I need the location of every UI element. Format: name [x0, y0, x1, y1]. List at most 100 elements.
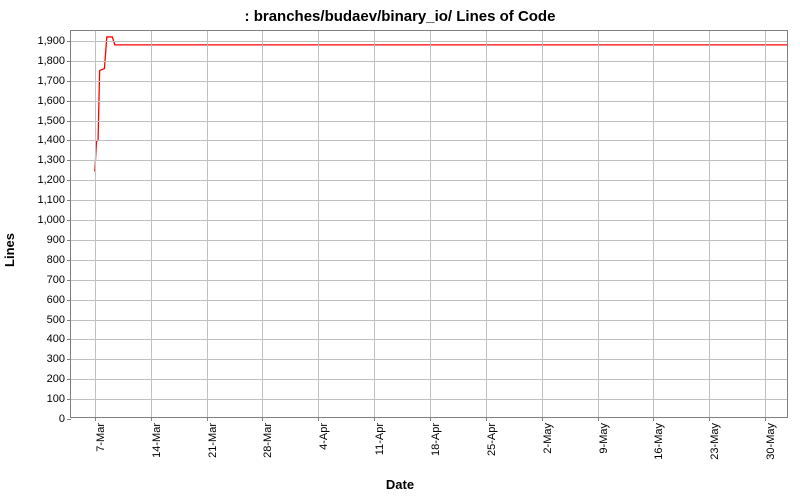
- grid-line-v: [430, 31, 431, 417]
- y-tick-label: 1,000: [37, 214, 65, 226]
- y-tick-mark: [67, 41, 71, 42]
- grid-line-h: [71, 41, 787, 42]
- grid-line-h: [71, 280, 787, 281]
- y-tick-label: 1,100: [37, 194, 65, 206]
- x-tick-mark: [542, 417, 543, 421]
- grid-line-v: [486, 31, 487, 417]
- chart-title-prefix: :: [245, 8, 254, 25]
- grid-line-h: [71, 121, 787, 122]
- y-tick-label: 200: [47, 373, 65, 385]
- y-tick-label: 1,500: [37, 115, 65, 127]
- y-tick-mark: [67, 260, 71, 261]
- y-tick-label: 500: [47, 314, 65, 326]
- grid-line-h: [71, 220, 787, 221]
- x-tick-mark: [374, 417, 375, 421]
- x-tick-label: 25-Apr: [486, 423, 498, 456]
- y-tick-label: 1,800: [37, 55, 65, 67]
- y-tick-mark: [67, 61, 71, 62]
- x-tick-label: 16-May: [653, 423, 665, 460]
- grid-line-v: [95, 31, 96, 417]
- grid-line-h: [71, 320, 787, 321]
- grid-line-v: [151, 31, 152, 417]
- y-tick-mark: [67, 399, 71, 400]
- plot-area: 01002003004005006007008009001,0001,1001,…: [70, 30, 788, 418]
- y-tick-mark: [67, 101, 71, 102]
- x-tick-mark: [598, 417, 599, 421]
- x-tick-mark: [709, 417, 710, 421]
- x-tick-mark: [653, 417, 654, 421]
- y-tick-label: 400: [47, 333, 65, 345]
- y-tick-label: 800: [47, 254, 65, 266]
- grid-line-h: [71, 339, 787, 340]
- x-tick-label: 9-May: [598, 423, 610, 454]
- x-tick-label: 7-Mar: [95, 423, 107, 452]
- grid-line-h: [71, 260, 787, 261]
- x-tick-mark: [151, 417, 152, 421]
- y-tick-mark: [67, 160, 71, 161]
- y-tick-mark: [67, 419, 71, 420]
- grid-line-h: [71, 101, 787, 102]
- y-tick-label: 0: [59, 413, 65, 425]
- y-tick-label: 1,600: [37, 95, 65, 107]
- x-tick-label: 21-Mar: [207, 423, 219, 458]
- y-tick-label: 1,700: [37, 75, 65, 87]
- x-tick-label: 2-May: [542, 423, 554, 454]
- x-tick-label: 28-Mar: [262, 423, 274, 458]
- grid-line-v: [598, 31, 599, 417]
- chart-container: : branches/budaev/binary_io/ Lines of Co…: [0, 0, 800, 500]
- chart-title-text: branches/budaev/binary_io/ Lines of Code: [254, 8, 556, 25]
- x-tick-label: 23-May: [709, 423, 721, 460]
- x-tick-mark: [95, 417, 96, 421]
- grid-line-h: [71, 399, 787, 400]
- grid-line-h: [71, 140, 787, 141]
- y-tick-mark: [67, 240, 71, 241]
- grid-line-h: [71, 300, 787, 301]
- grid-line-v: [318, 31, 319, 417]
- x-tick-label: 30-May: [765, 423, 777, 460]
- y-tick-mark: [67, 359, 71, 360]
- x-tick-mark: [207, 417, 208, 421]
- x-tick-mark: [486, 417, 487, 421]
- series-line: [95, 37, 787, 172]
- grid-line-h: [71, 61, 787, 62]
- y-tick-mark: [67, 180, 71, 181]
- y-tick-mark: [67, 220, 71, 221]
- grid-line-v: [542, 31, 543, 417]
- x-tick-mark: [430, 417, 431, 421]
- x-tick-mark: [318, 417, 319, 421]
- x-tick-label: 18-Apr: [430, 423, 442, 456]
- y-tick-mark: [67, 379, 71, 380]
- y-tick-label: 1,300: [37, 154, 65, 166]
- grid-line-v: [374, 31, 375, 417]
- grid-line-h: [71, 240, 787, 241]
- grid-line-h: [71, 200, 787, 201]
- chart-title: : branches/budaev/binary_io/ Lines of Co…: [0, 8, 800, 25]
- y-tick-mark: [67, 320, 71, 321]
- x-tick-mark: [262, 417, 263, 421]
- y-tick-mark: [67, 280, 71, 281]
- y-axis-label: Lines: [2, 233, 17, 267]
- y-tick-label: 100: [47, 393, 65, 405]
- y-tick-mark: [67, 300, 71, 301]
- grid-line-h: [71, 81, 787, 82]
- y-tick-label: 1,200: [37, 174, 65, 186]
- y-tick-label: 1,400: [37, 134, 65, 146]
- x-tick-mark: [765, 417, 766, 421]
- grid-line-h: [71, 160, 787, 161]
- x-tick-label: 14-Mar: [151, 423, 163, 458]
- y-tick-label: 900: [47, 234, 65, 246]
- y-tick-label: 1,900: [37, 35, 65, 47]
- grid-line-v: [765, 31, 766, 417]
- y-tick-label: 600: [47, 294, 65, 306]
- grid-line-v: [262, 31, 263, 417]
- x-axis-label: Date: [0, 477, 800, 492]
- x-tick-label: 4-Apr: [318, 423, 330, 450]
- grid-line-h: [71, 180, 787, 181]
- y-tick-mark: [67, 81, 71, 82]
- grid-line-v: [709, 31, 710, 417]
- grid-line-h: [71, 379, 787, 380]
- y-tick-label: 700: [47, 274, 65, 286]
- y-tick-label: 300: [47, 353, 65, 365]
- grid-line-v: [653, 31, 654, 417]
- y-tick-mark: [67, 140, 71, 141]
